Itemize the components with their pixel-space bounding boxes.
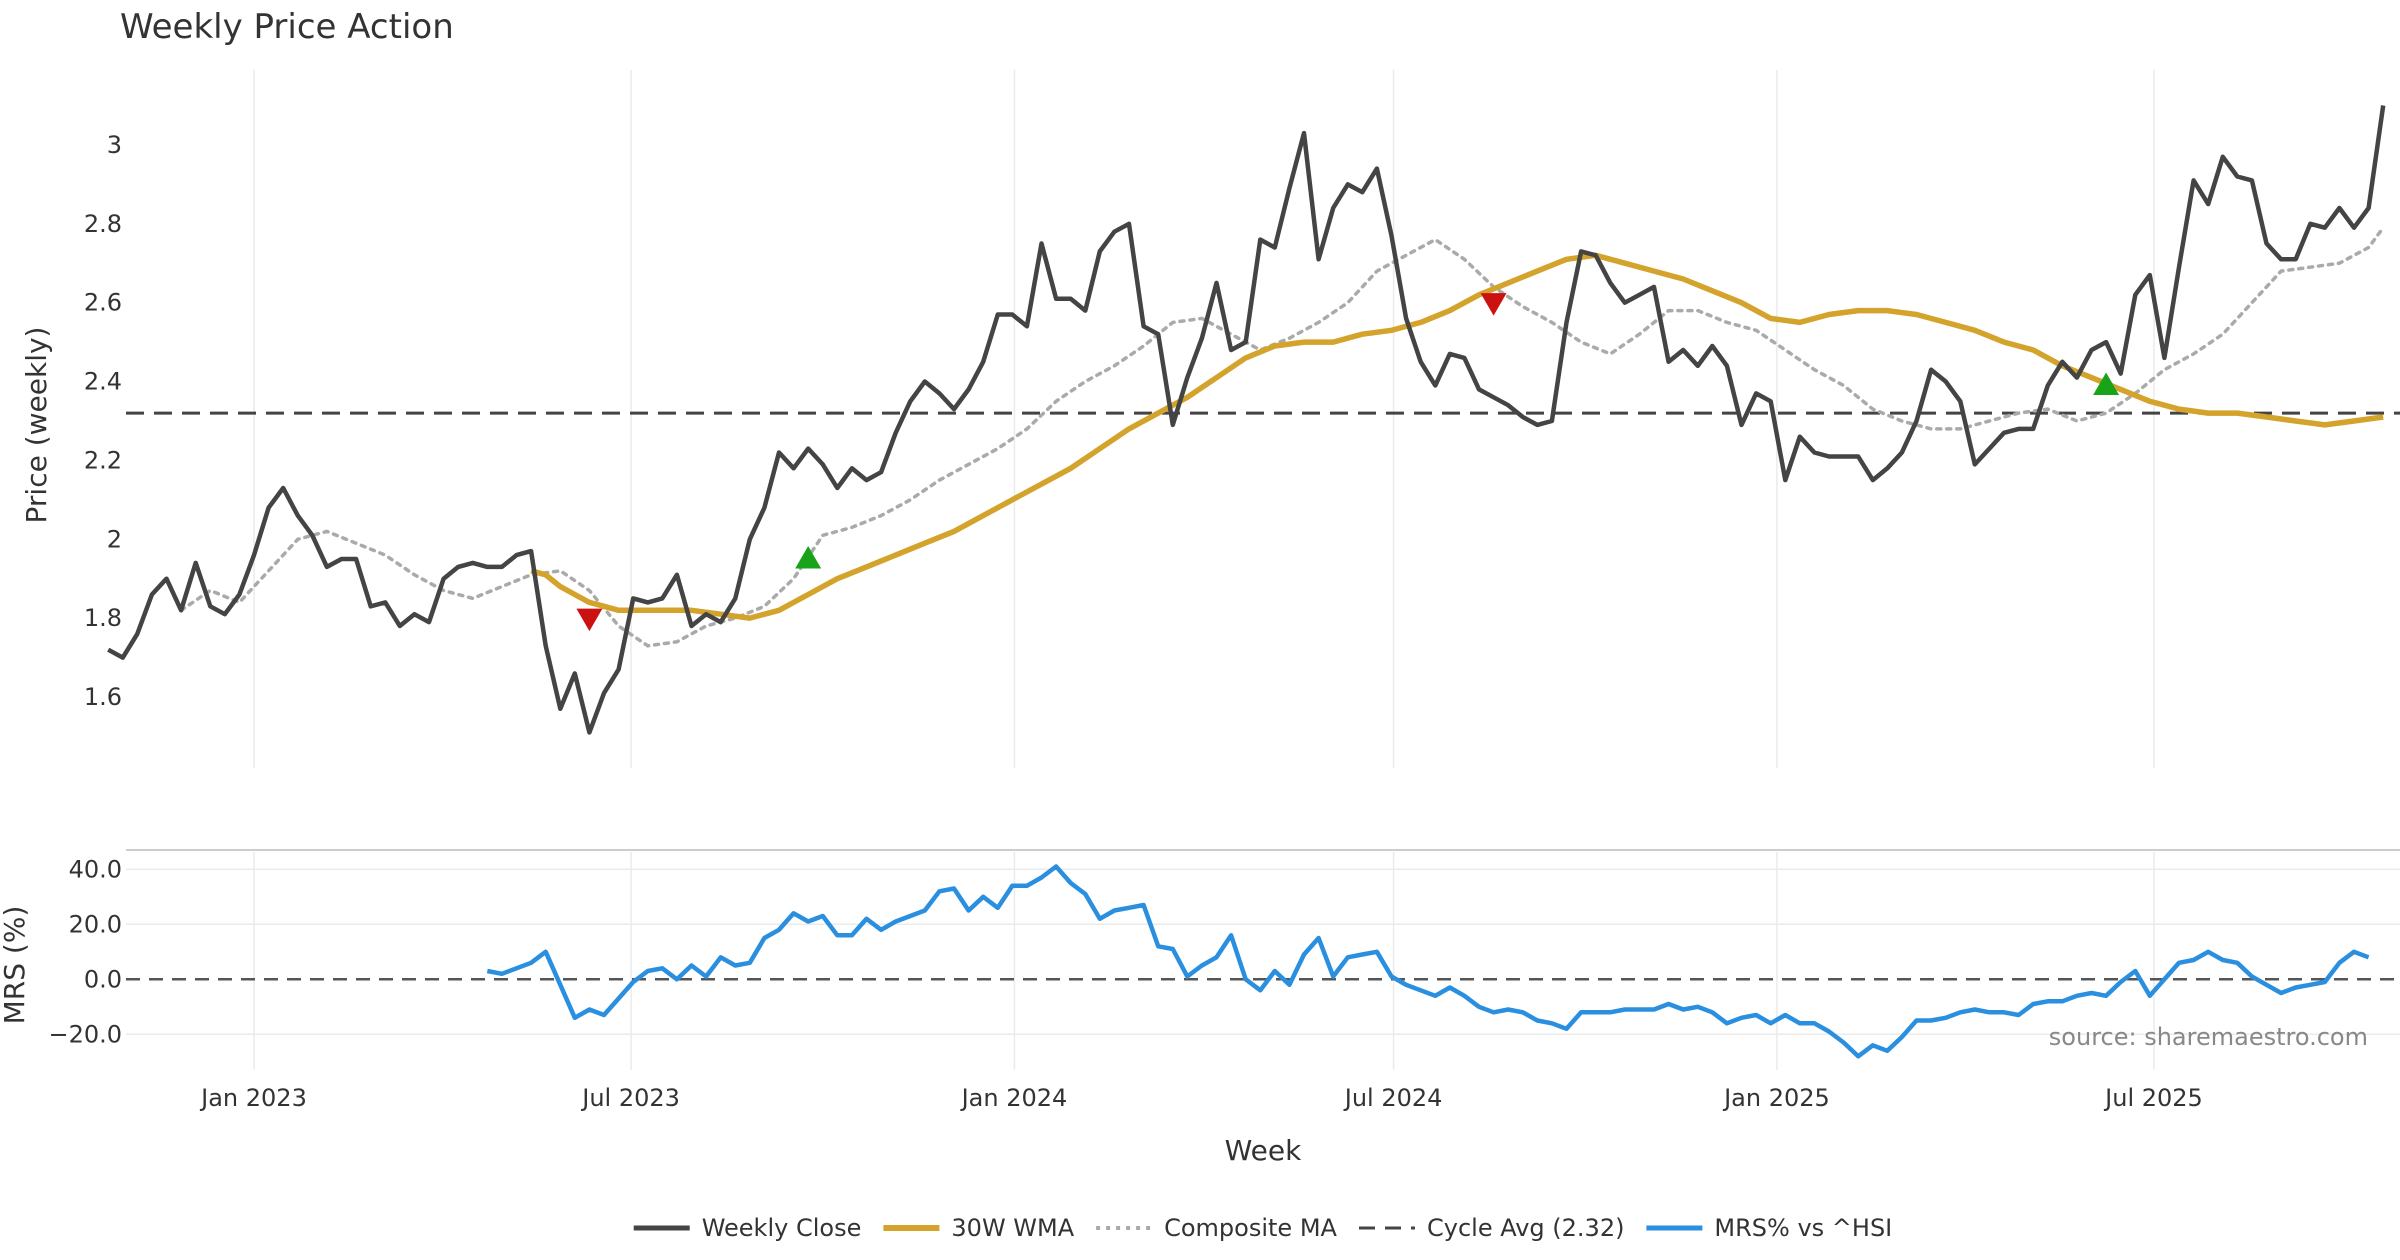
price-y-tick-label: 3 <box>107 131 122 159</box>
sell-signal-marker <box>1480 293 1507 316</box>
legend-mrs-label: MRS% vs ^HSI <box>1714 1214 1892 1242</box>
mrs-line <box>486 864 2370 1059</box>
price-y-axis-title: Price (weekly) <box>20 327 53 524</box>
sell-signal-marker <box>576 608 603 632</box>
legend-wma-30w-label: 30W WMA <box>951 1214 1074 1242</box>
mrs-plot <box>126 864 2400 1059</box>
price-y-tick-label: 2 <box>107 525 122 553</box>
weekly-close-line <box>107 105 2386 735</box>
mrs-y-ticks: −20.0 0.0 20.0 40.0 <box>48 855 122 1048</box>
wma-30w-line <box>530 252 2384 621</box>
legend-weekly-close: Weekly Close <box>633 1214 862 1242</box>
legend-cycle-avg: Cycle Avg (2.32) <box>1359 1214 1624 1242</box>
mrs-y-tick-label: 20.0 <box>69 910 122 938</box>
x-tick-label: Jan 2023 <box>199 1084 307 1112</box>
buy-signal-marker <box>2093 372 2120 395</box>
legend: Weekly Close 30W WMA Composite MA Cycle Avg… <box>633 1214 1892 1242</box>
legend-composite-ma: Composite MA <box>1096 1214 1338 1242</box>
composite-ma-line <box>179 225 2385 648</box>
x-tick-label: Jul 2024 <box>1343 1084 1443 1112</box>
mrs-y-tick-label: 40.0 <box>69 855 122 883</box>
x-tick-label: Jan 2025 <box>1722 1084 1830 1112</box>
price-y-tick-label: 2.8 <box>84 210 122 238</box>
price-y-tick-label: 2.2 <box>84 446 122 474</box>
x-ticks: Jan 2023 Jul 2023 Jan 2024 Jul 2024 Jan 2025… <box>199 1084 2203 1112</box>
legend-composite-ma-label: Composite MA <box>1164 1214 1337 1242</box>
legend-weekly-close-label: Weekly Close <box>702 1214 862 1242</box>
mrs-y-tick-label: 0.0 <box>84 965 122 993</box>
price-y-ticks: 1.6 1.8 2 2.2 2.4 2.6 2.8 3 <box>84 131 122 711</box>
price-y-tick-label: 2.4 <box>84 368 122 396</box>
buy-signal-marker <box>795 545 822 569</box>
source-note: source: sharemaestro.com <box>2049 1023 2368 1051</box>
price-plot <box>107 105 2400 735</box>
legend-cycle-avg-label: Cycle Avg (2.32) <box>1427 1214 1624 1242</box>
mrs-y-tick-label: −20.0 <box>48 1020 122 1048</box>
legend-wma-30w: 30W WMA <box>883 1214 1075 1242</box>
price-y-tick-label: 2.6 <box>84 289 122 317</box>
mrs-y-axis-title: MRS (%) <box>0 906 31 1025</box>
price-panel-grid <box>253 70 2155 768</box>
price-y-tick-label: 1.6 <box>84 683 122 711</box>
mrs-panel-grid <box>126 852 2400 1070</box>
x-tick-label: Jul 2025 <box>2103 1084 2203 1112</box>
price-y-tick-label: 1.8 <box>84 604 122 632</box>
legend-mrs: MRS% vs ^HSI <box>1646 1214 1892 1242</box>
chart-title: Weekly Price Action <box>120 7 454 47</box>
x-axis-title: Week <box>1225 1134 1302 1167</box>
x-tick-label: Jul 2023 <box>580 1084 680 1112</box>
x-tick-label: Jan 2024 <box>960 1084 1068 1112</box>
